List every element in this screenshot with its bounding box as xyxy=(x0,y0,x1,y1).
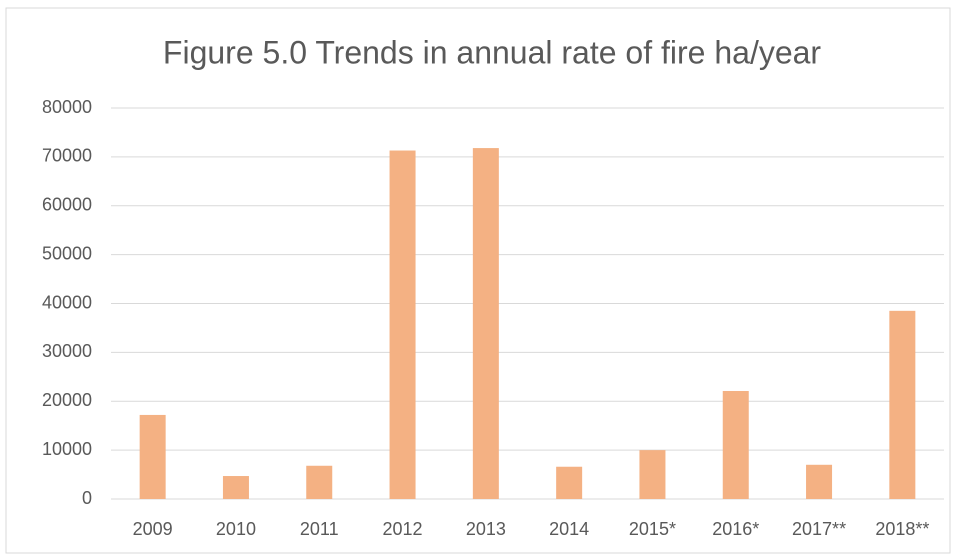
chart-title: Figure 5.0 Trends in annual rate of fire… xyxy=(163,34,822,70)
x-tick-label: 2015* xyxy=(629,519,676,539)
bar xyxy=(472,148,499,499)
y-tick-label: 0 xyxy=(82,488,92,508)
x-tick-label: 2009 xyxy=(133,519,173,539)
x-tick-label: 2012 xyxy=(383,519,423,539)
y-tick-label: 60000 xyxy=(42,195,92,215)
x-tick-label: 2017** xyxy=(792,519,846,539)
bar xyxy=(556,466,583,499)
y-tick-label: 70000 xyxy=(42,146,92,166)
x-tick-label: 2014 xyxy=(549,519,589,539)
x-tick-label: 2016* xyxy=(712,519,759,539)
bar xyxy=(389,150,416,500)
bar xyxy=(222,476,249,499)
y-tick-label: 20000 xyxy=(42,390,92,410)
bar xyxy=(722,390,749,499)
y-tick-label: 30000 xyxy=(42,341,92,361)
x-tick-label: 2013 xyxy=(466,519,506,539)
bar xyxy=(889,310,916,499)
y-tick-label: 40000 xyxy=(42,292,92,312)
x-tick-label: 2010 xyxy=(216,519,256,539)
bar xyxy=(139,414,166,499)
y-tick-label: 80000 xyxy=(42,97,92,117)
x-tick-label: 2018** xyxy=(875,519,929,539)
y-tick-label: 10000 xyxy=(42,439,92,459)
bar xyxy=(806,464,833,499)
x-tick-label: 2011 xyxy=(300,519,339,539)
bar xyxy=(306,465,333,499)
bar xyxy=(639,450,666,499)
y-tick-label: 50000 xyxy=(42,243,92,263)
